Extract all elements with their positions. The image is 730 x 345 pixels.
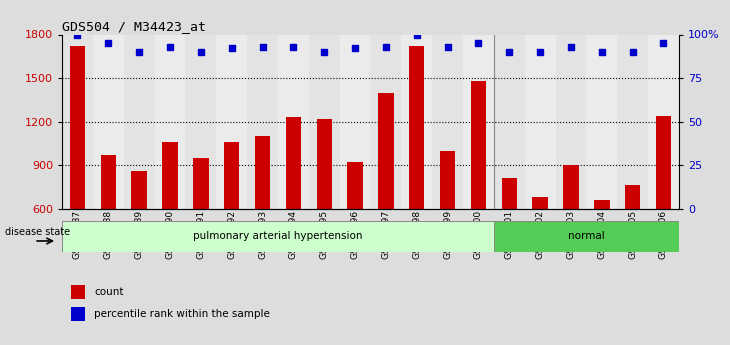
Bar	[440, 151, 456, 209]
Bar	[564, 165, 579, 209]
Point	[534, 49, 546, 55]
Bar	[185, 34, 216, 209]
Point	[411, 32, 423, 37]
Text: normal: normal	[568, 231, 604, 241]
Bar	[131, 171, 147, 209]
Bar	[224, 142, 239, 209]
Bar	[532, 197, 548, 209]
Bar	[216, 34, 247, 209]
Bar	[463, 34, 494, 209]
Bar	[494, 34, 525, 209]
Point	[134, 49, 145, 55]
Bar	[278, 34, 309, 209]
Point	[442, 44, 453, 49]
Point	[504, 49, 515, 55]
Point	[565, 44, 577, 49]
Bar	[594, 200, 610, 209]
Bar	[493, 221, 679, 252]
Bar	[432, 34, 463, 209]
Bar	[656, 116, 671, 209]
Point	[349, 46, 361, 51]
Bar	[72, 285, 85, 299]
Bar	[525, 34, 556, 209]
Bar	[162, 142, 177, 209]
Point	[288, 44, 299, 49]
Bar	[193, 158, 209, 209]
Bar	[586, 34, 618, 209]
Bar	[93, 34, 124, 209]
Bar	[247, 34, 278, 209]
Point	[627, 49, 639, 55]
Point	[102, 40, 114, 46]
Bar	[371, 34, 402, 209]
Point	[472, 40, 484, 46]
Bar	[402, 34, 432, 209]
Bar	[502, 178, 517, 209]
Bar	[409, 46, 424, 209]
Point	[257, 44, 269, 49]
Text: disease state: disease state	[5, 227, 70, 237]
Text: count: count	[94, 287, 123, 297]
Point	[226, 46, 237, 51]
Bar	[556, 34, 586, 209]
Bar	[625, 186, 640, 209]
Bar	[285, 117, 301, 209]
Text: GDS504 / M34423_at: GDS504 / M34423_at	[62, 20, 206, 33]
Bar	[618, 34, 648, 209]
Point	[380, 44, 392, 49]
Bar	[72, 307, 85, 321]
Bar	[309, 34, 339, 209]
Bar	[317, 119, 332, 209]
Bar	[471, 81, 486, 209]
Point	[318, 49, 330, 55]
Bar	[62, 34, 93, 209]
Bar	[339, 34, 371, 209]
Text: pulmonary arterial hypertension: pulmonary arterial hypertension	[193, 231, 363, 241]
Bar	[648, 34, 679, 209]
Bar	[155, 34, 185, 209]
Bar	[347, 162, 363, 209]
Point	[596, 49, 607, 55]
Bar	[378, 92, 393, 209]
Text: percentile rank within the sample: percentile rank within the sample	[94, 309, 270, 319]
Bar	[70, 46, 85, 209]
Bar	[255, 136, 270, 209]
Bar	[124, 34, 155, 209]
Point	[72, 32, 83, 37]
Point	[195, 49, 207, 55]
Point	[658, 40, 669, 46]
Point	[164, 44, 176, 49]
Bar	[62, 221, 493, 252]
Bar	[101, 155, 116, 209]
